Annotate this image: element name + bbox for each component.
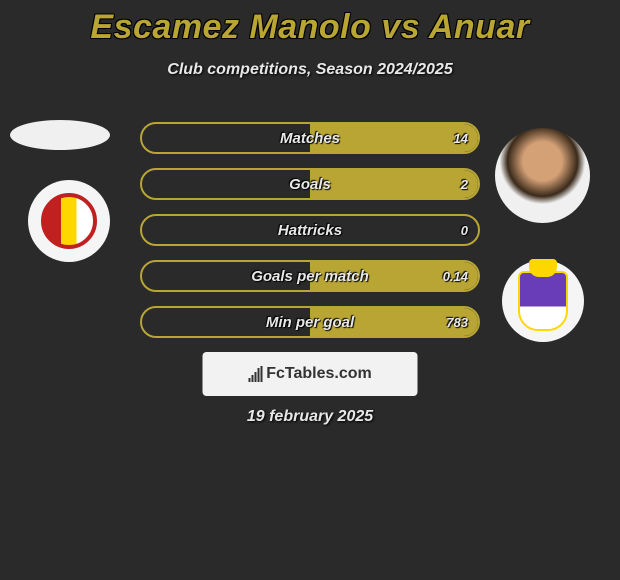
stat-row: Min per goal 783 <box>140 306 480 338</box>
stat-value-right: 0 <box>461 223 468 238</box>
stat-label: Min per goal <box>142 314 478 331</box>
club-badge-right <box>502 260 584 342</box>
stat-row: Hattricks 0 <box>140 214 480 246</box>
stat-label: Goals per match <box>142 268 478 285</box>
stat-label: Matches <box>142 130 478 147</box>
stats-comparison: Matches 14 Goals 2 Hattricks 0 Goals per… <box>140 122 480 352</box>
stat-row: Goals 2 <box>140 168 480 200</box>
brand-text: FcTables.com <box>266 365 372 383</box>
stat-row: Goals per match 0.14 <box>140 260 480 292</box>
stat-label: Goals <box>142 176 478 193</box>
stat-label: Hattricks <box>142 222 478 239</box>
page-title: Escamez Manolo vs Anuar <box>0 0 620 47</box>
player-left-avatar <box>10 120 110 150</box>
stat-value-right: 783 <box>446 315 468 330</box>
subtitle: Club competitions, Season 2024/2025 <box>0 61 620 79</box>
player-right-avatar <box>495 128 590 223</box>
stat-value-right: 2 <box>461 177 468 192</box>
stat-row: Matches 14 <box>140 122 480 154</box>
bar-chart-icon <box>248 366 262 382</box>
club-badge-left <box>28 180 110 262</box>
date-line: 19 february 2025 <box>0 408 620 426</box>
rayo-vallecano-crest-icon <box>41 193 97 249</box>
real-valladolid-crest-icon <box>518 271 568 331</box>
stat-value-right: 14 <box>454 131 468 146</box>
stat-value-right: 0.14 <box>443 269 468 284</box>
brand-box: FcTables.com <box>203 352 418 396</box>
